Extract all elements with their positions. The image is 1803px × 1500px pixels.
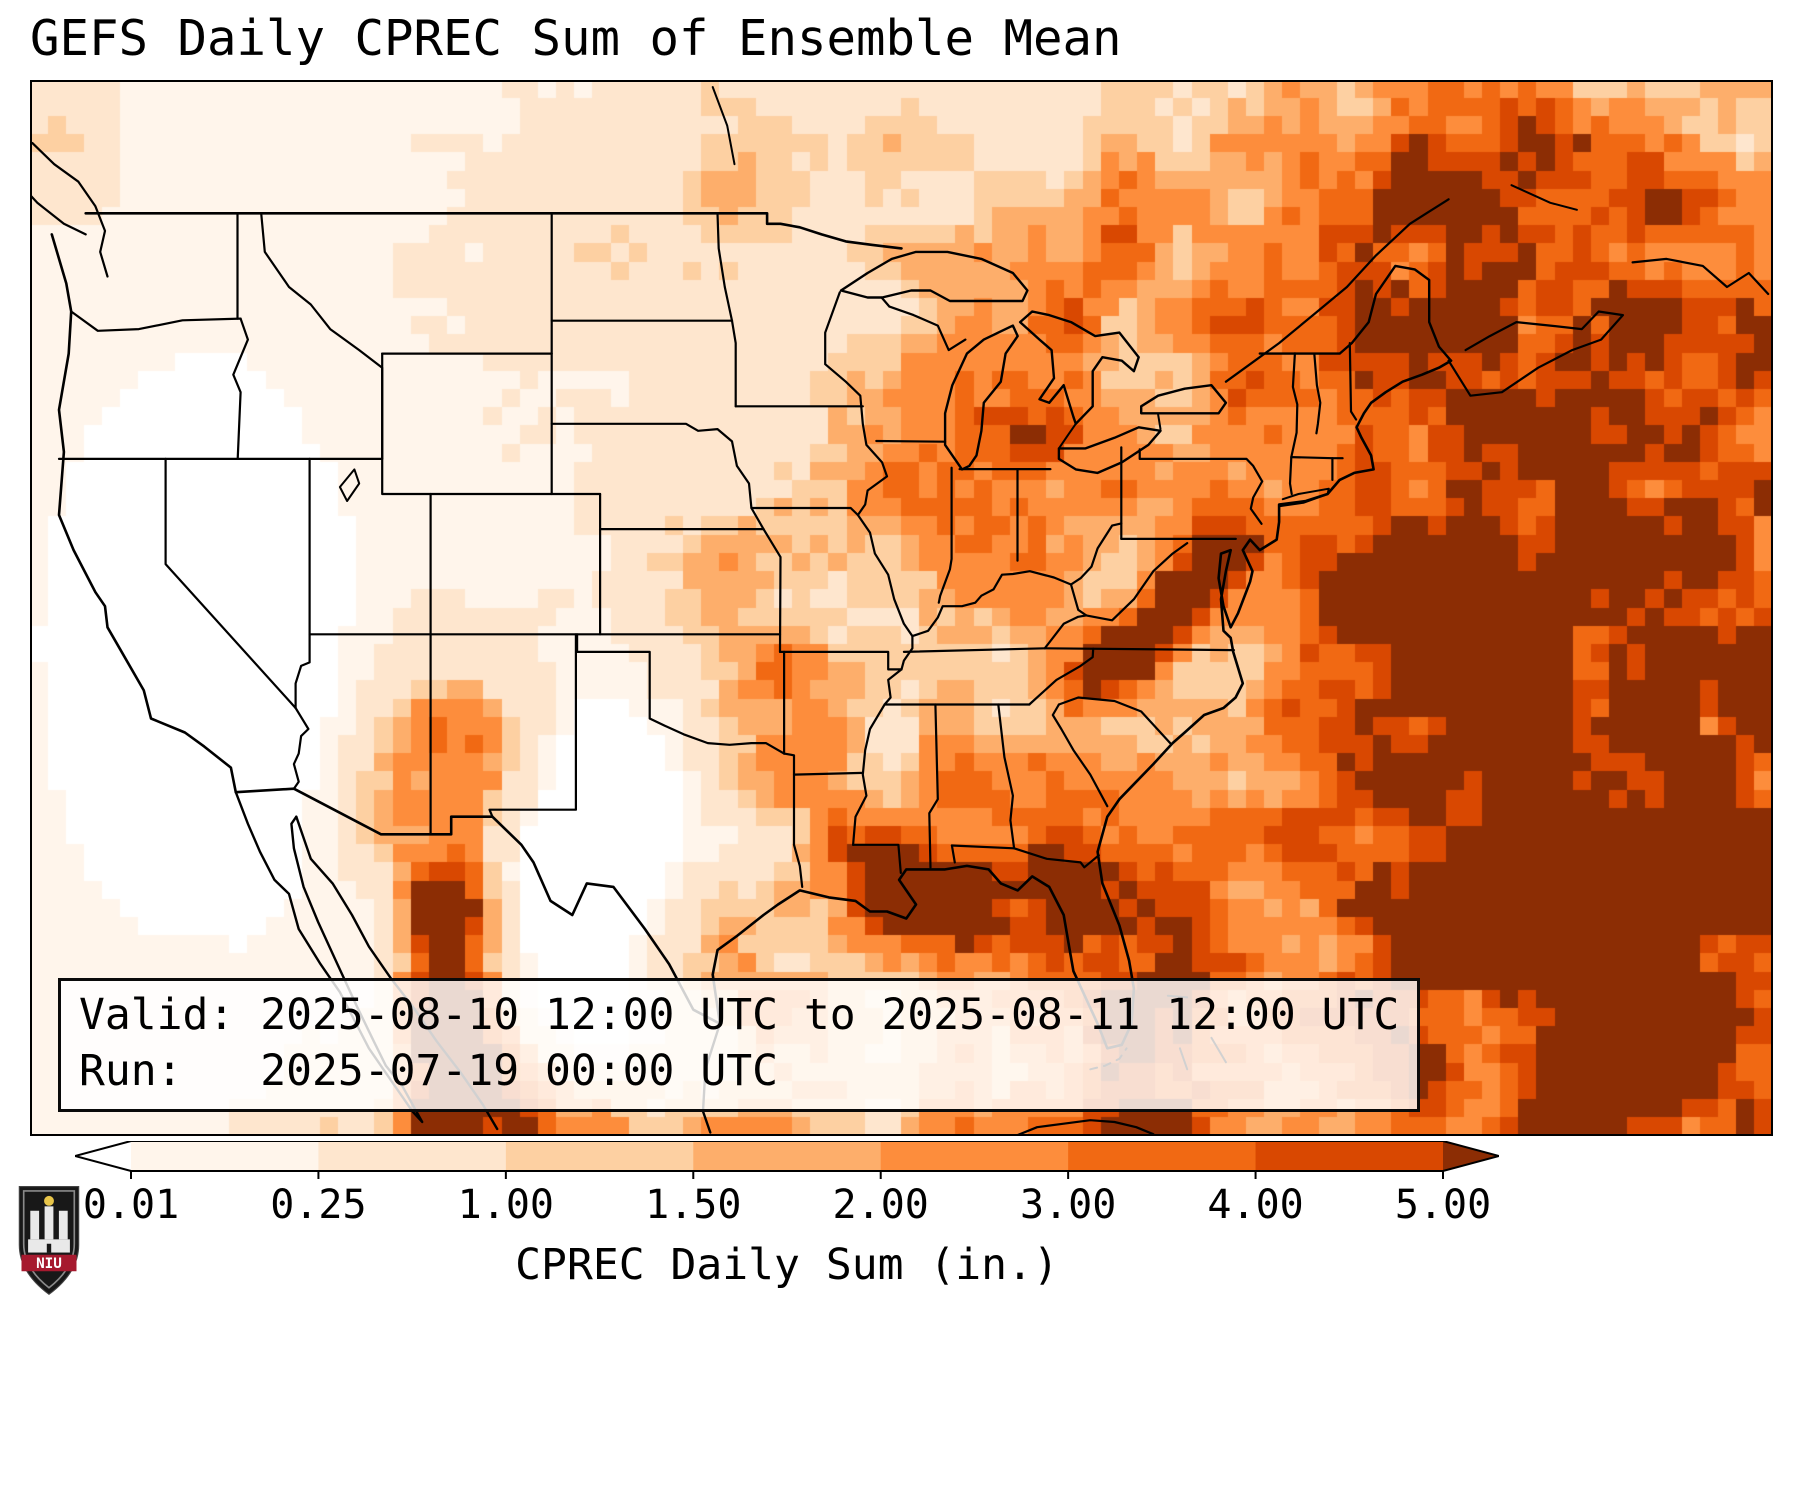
state-wv-va bbox=[1085, 542, 1189, 622]
cuba-north-coast bbox=[1014, 1119, 1155, 1136]
geography-overlay bbox=[30, 86, 1770, 1136]
lake-winnipeg bbox=[711, 86, 736, 166]
lake-erie bbox=[1057, 426, 1162, 475]
colorbar-tick-label: 0.25 bbox=[270, 1182, 367, 1228]
logo-text: NIU bbox=[36, 1256, 62, 1272]
state-la-ar bbox=[792, 771, 864, 776]
state-fl-north bbox=[950, 844, 1100, 869]
vancouver-island bbox=[30, 193, 87, 236]
state-ar-mo bbox=[778, 650, 903, 671]
info-box: Valid: 2025-08-10 12:00 UTC to 2025-08-1… bbox=[58, 978, 1421, 1112]
state-ms-la bbox=[852, 843, 902, 874]
lake-ontario bbox=[1140, 384, 1228, 415]
state-al-fl-west bbox=[950, 844, 956, 864]
state-ia-mo bbox=[750, 506, 859, 517]
state-al-ms bbox=[928, 703, 939, 869]
coast-bc bbox=[31, 142, 109, 278]
state-ca-nv bbox=[164, 457, 297, 710]
coast-maritimes bbox=[1447, 310, 1624, 397]
state-wv-ky bbox=[1069, 583, 1088, 617]
state-ny-new-england bbox=[1288, 352, 1299, 496]
state-va-ky bbox=[1043, 614, 1088, 650]
state-wi-il bbox=[875, 439, 947, 443]
colorbar-tick-label: 1.00 bbox=[457, 1182, 555, 1228]
state-ga-sc bbox=[1051, 703, 1109, 808]
state-vt-nh bbox=[1313, 352, 1322, 435]
state-wi-mi bbox=[880, 296, 967, 352]
state-wa-or bbox=[70, 310, 242, 332]
coast-pacific bbox=[50, 233, 238, 794]
state-or-id bbox=[232, 317, 249, 460]
state-mt-id bbox=[260, 212, 384, 460]
colorbar-segment bbox=[1068, 1141, 1257, 1171]
state-nv-ut-az bbox=[294, 457, 311, 710]
great-salt-lake bbox=[338, 468, 361, 502]
st-lawrence-river bbox=[1224, 198, 1450, 383]
state-pa-ny bbox=[1138, 448, 1264, 525]
logo-sun-icon bbox=[44, 1195, 54, 1206]
colorbar-segment bbox=[131, 1141, 319, 1171]
colorbar-tick-label: 1.50 bbox=[645, 1182, 742, 1228]
colorbar-tick-label: 5.00 bbox=[1394, 1182, 1492, 1228]
valid-time-text: Valid: 2025-08-10 12:00 UTC to 2025-08-1… bbox=[79, 990, 1400, 1040]
state-ca-az-river bbox=[292, 706, 310, 790]
state-nm-tx bbox=[488, 633, 577, 818]
colorbar-tick-label: 2.00 bbox=[832, 1182, 929, 1228]
niagara-river bbox=[1157, 413, 1162, 431]
lake-superior bbox=[839, 250, 1029, 303]
colorbar-tick-label: 3.00 bbox=[1019, 1182, 1117, 1228]
colorbar-axis-label: CPREC Daily Sum (in.) bbox=[515, 1240, 1059, 1290]
state-ok-tx bbox=[576, 633, 786, 755]
niu-logo: NIU bbox=[18, 1186, 80, 1296]
anticosti-island bbox=[1510, 184, 1578, 211]
ohio-river bbox=[911, 522, 1123, 638]
lake-michigan bbox=[943, 324, 1019, 471]
colorbar-under-arrow bbox=[75, 1141, 131, 1171]
state-tx-la bbox=[783, 752, 804, 888]
state-nc-sc bbox=[1057, 696, 1172, 745]
state-va-nc bbox=[1043, 647, 1235, 652]
detroit-river bbox=[1057, 422, 1077, 450]
colorbar-segment bbox=[505, 1141, 694, 1171]
colorbar-segment bbox=[318, 1141, 507, 1171]
colorbar-over-arrow bbox=[1443, 1141, 1499, 1171]
red-river-north bbox=[716, 212, 734, 322]
logo-castle-gate bbox=[46, 1243, 52, 1253]
colorbar-segment bbox=[1255, 1141, 1444, 1171]
colorbar bbox=[75, 1141, 1499, 1179]
maine-canada-border bbox=[1258, 264, 1453, 362]
colorbar-tick-label: 0.01 bbox=[82, 1182, 180, 1228]
map-panel: Valid: 2025-08-10 12:00 UTC to 2025-08-1… bbox=[30, 80, 1773, 1136]
canada-border bbox=[84, 212, 903, 250]
state-il-in bbox=[937, 466, 953, 604]
state-ky-tn bbox=[902, 647, 1046, 653]
logo-red-band bbox=[21, 1254, 77, 1272]
state-nc-tn bbox=[1028, 647, 1095, 706]
mississippi-river bbox=[824, 291, 914, 846]
state-al-ga bbox=[997, 703, 1016, 850]
state-sd-ne bbox=[550, 422, 765, 531]
state-ma-south bbox=[1290, 456, 1344, 460]
coast-newfoundland bbox=[1631, 257, 1770, 296]
state-mo-ks bbox=[762, 528, 782, 653]
long-island bbox=[1278, 487, 1330, 508]
colorbar-segment bbox=[693, 1141, 882, 1171]
coast-gulf-atlantic bbox=[711, 359, 1453, 1050]
logo-shield-inner-border bbox=[22, 1190, 76, 1289]
lake-huron bbox=[1018, 310, 1140, 425]
state-nh-me bbox=[1348, 342, 1358, 421]
state-mn-west bbox=[730, 319, 737, 408]
colorbar-tick-label: 4.00 bbox=[1207, 1182, 1304, 1228]
us-mexico-border bbox=[234, 787, 722, 1025]
colorbar-segment bbox=[880, 1141, 1069, 1171]
run-time-text: Run: 2025-07-19 00:00 UTC bbox=[79, 1046, 778, 1096]
page-title: GEFS Daily CPREC Sum of Ensemble Mean bbox=[30, 10, 1122, 67]
